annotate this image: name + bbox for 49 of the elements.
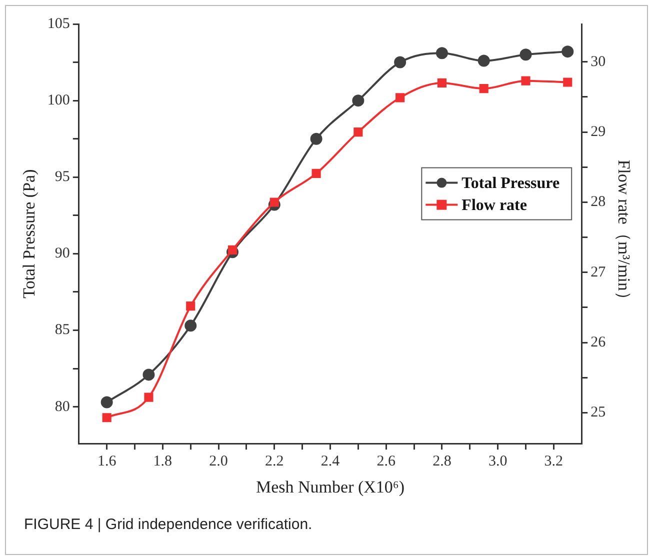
- y-axis-title: Total Pressure (Pa): [20, 169, 39, 298]
- y-tick-label: 105: [47, 16, 70, 32]
- point: [436, 47, 448, 60]
- x-tick-label: 3.0: [488, 454, 508, 470]
- x-tick-label: 1.6: [97, 454, 117, 470]
- point: [437, 78, 446, 88]
- x-tick-label: 2.4: [320, 454, 340, 470]
- legend-label: Flow rate: [462, 196, 527, 214]
- point: [354, 128, 363, 137]
- point: [352, 94, 364, 107]
- x-tick-label: 2.8: [432, 454, 452, 470]
- y2-tick-label: 28: [590, 194, 606, 210]
- y-tick-label: 100: [47, 92, 70, 109]
- point: [100, 396, 113, 408]
- y2-tick-label: 25: [590, 404, 606, 421]
- point: [228, 245, 238, 254]
- y2-tick-label: 27: [590, 264, 606, 280]
- point: [478, 54, 490, 67]
- caption: FIGURE 4 | Grid independence verification.: [24, 516, 312, 533]
- point: [310, 132, 322, 145]
- y-tick-label: 90: [54, 246, 70, 262]
- point: [312, 168, 321, 178]
- point: [102, 413, 112, 422]
- x-axis-title: Mesh Number (X10⁶): [256, 477, 405, 496]
- point: [520, 48, 532, 61]
- y2-tick-label: 30: [590, 54, 606, 70]
- y2-tick-label: 26: [590, 334, 606, 350]
- x-tick-label: 2.2: [265, 454, 284, 470]
- point: [144, 392, 154, 402]
- point: [563, 78, 572, 87]
- y-tick-label: 80: [54, 398, 70, 415]
- point: [186, 302, 196, 311]
- y2-tick-label: 29: [590, 124, 606, 140]
- point: [562, 46, 574, 58]
- point: [521, 76, 530, 86]
- point: [396, 93, 405, 102]
- y-tick-label: 95: [54, 169, 70, 186]
- x-tick-label: 3.2: [544, 454, 564, 470]
- point: [479, 84, 488, 94]
- point: [270, 198, 279, 207]
- legend-label: Total Pressure: [462, 174, 560, 192]
- y2-axis-title: Flow rate（m³/min）: [614, 160, 634, 308]
- point: [184, 320, 197, 332]
- x-tick-label: 2.6: [376, 454, 396, 470]
- y-tick-label: 85: [54, 322, 70, 338]
- x-tick-label: 1.8: [153, 454, 172, 470]
- x-tick-label: 2.0: [209, 454, 228, 470]
- point: [394, 56, 406, 68]
- point: [142, 368, 155, 381]
